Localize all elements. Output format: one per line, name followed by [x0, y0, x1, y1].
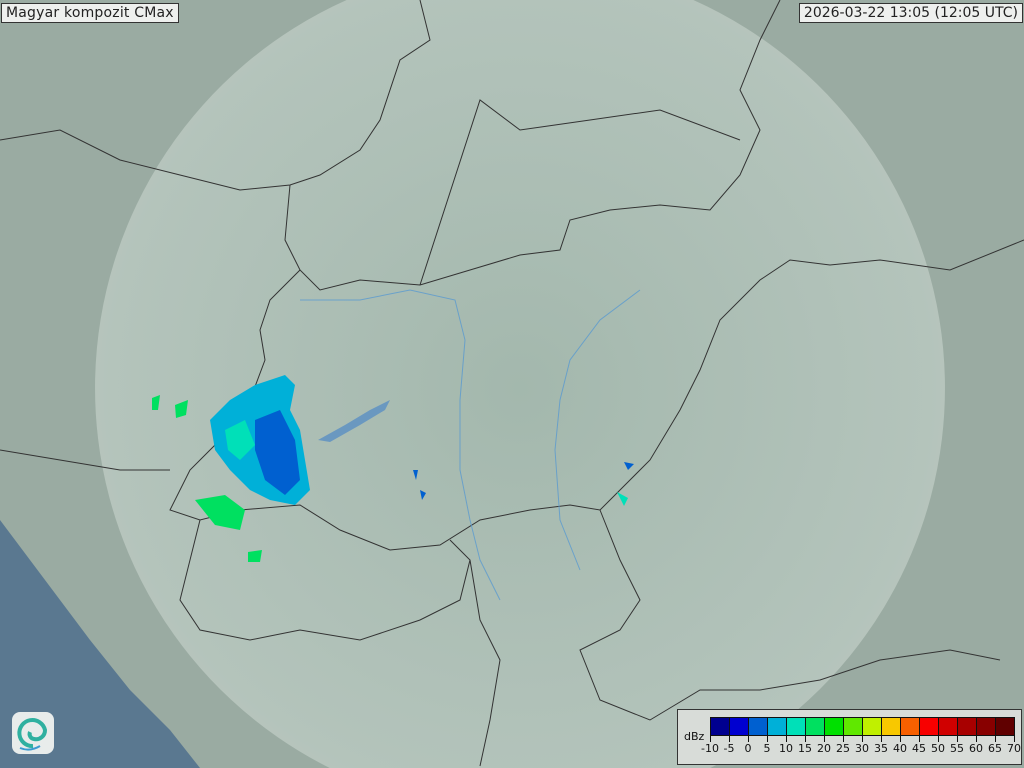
legend-tick-mark	[976, 736, 977, 742]
legend-swatch	[806, 718, 825, 735]
legend-swatch	[920, 718, 939, 735]
product-title: Magyar kompozit CMax	[1, 3, 179, 23]
legend-tick-label: 30	[855, 742, 869, 755]
legend-tick-label: 65	[988, 742, 1002, 755]
legend-tick-mark	[748, 736, 749, 742]
legend-tick-mark	[805, 736, 806, 742]
legend-swatch	[768, 718, 787, 735]
legend-tick-label: -5	[723, 742, 735, 755]
radar-echoes	[152, 375, 634, 562]
legend-tick-mark	[786, 736, 787, 742]
rivers	[300, 289, 641, 601]
legend-tick-label: 20	[817, 742, 831, 755]
adriatic-sea	[0, 520, 200, 768]
legend-swatch	[939, 718, 958, 735]
legend-swatch	[901, 718, 920, 735]
legend-tick-label: 70	[1007, 742, 1021, 755]
legend-tick-mark	[710, 736, 711, 742]
legend-tick-mark	[919, 736, 920, 742]
timestamp: 2026-03-22 13:05 (12:05 UTC)	[798, 3, 1023, 23]
legend-swatch	[749, 718, 768, 735]
swirl-logo-icon	[12, 712, 54, 754]
legend-ticks: -10 -5 0 5 10 15 20 25 30 35 40 45 50 55 60 65 70	[701, 736, 1021, 762]
legend-tick-mark	[767, 736, 768, 742]
legend-tick-mark	[900, 736, 901, 742]
legend-tick-mark	[995, 736, 996, 742]
legend-tick-label: 5	[763, 742, 771, 755]
legend-tick-label: 25	[836, 742, 850, 755]
radar-coverage-area	[95, 0, 945, 768]
legend-tick-mark	[862, 736, 863, 742]
legend-swatch	[711, 718, 730, 735]
legend-swatch	[996, 718, 1014, 735]
legend-swatch	[977, 718, 996, 735]
legend-tick-mark	[729, 736, 730, 742]
legend-tick-label: -10	[701, 742, 719, 755]
legend-tick-mark	[1014, 736, 1015, 742]
legend-unit: dBz	[684, 730, 705, 743]
legend-tick-mark	[824, 736, 825, 742]
legend-swatch	[844, 718, 863, 735]
legend-swatch	[730, 718, 749, 735]
dbz-color-legend: dBz -10 -5 0 5 10 15 20 25 30 35 40 45 50 55 60 65 70	[677, 709, 1022, 765]
legend-swatch	[958, 718, 977, 735]
legend-tick-mark	[881, 736, 882, 742]
legend-tick-label: 35	[874, 742, 888, 755]
legend-swatch	[863, 718, 882, 735]
legend-swatch	[882, 718, 901, 735]
legend-tick-mark	[938, 736, 939, 742]
legend-tick-mark	[957, 736, 958, 742]
legend-tick-label: 50	[931, 742, 945, 755]
legend-tick-mark	[843, 736, 844, 742]
legend-tick-label: 0	[744, 742, 752, 755]
legend-tick-label: 40	[893, 742, 907, 755]
legend-swatch	[825, 718, 844, 735]
legend-swatch	[787, 718, 806, 735]
lake-balaton	[318, 400, 390, 442]
legend-tick-label: 10	[779, 742, 793, 755]
legend-tick-label: 60	[969, 742, 983, 755]
legend-color-bar	[710, 717, 1015, 736]
legend-tick-label: 55	[950, 742, 964, 755]
legend-tick-label: 45	[912, 742, 926, 755]
legend-tick-label: 15	[798, 742, 812, 755]
